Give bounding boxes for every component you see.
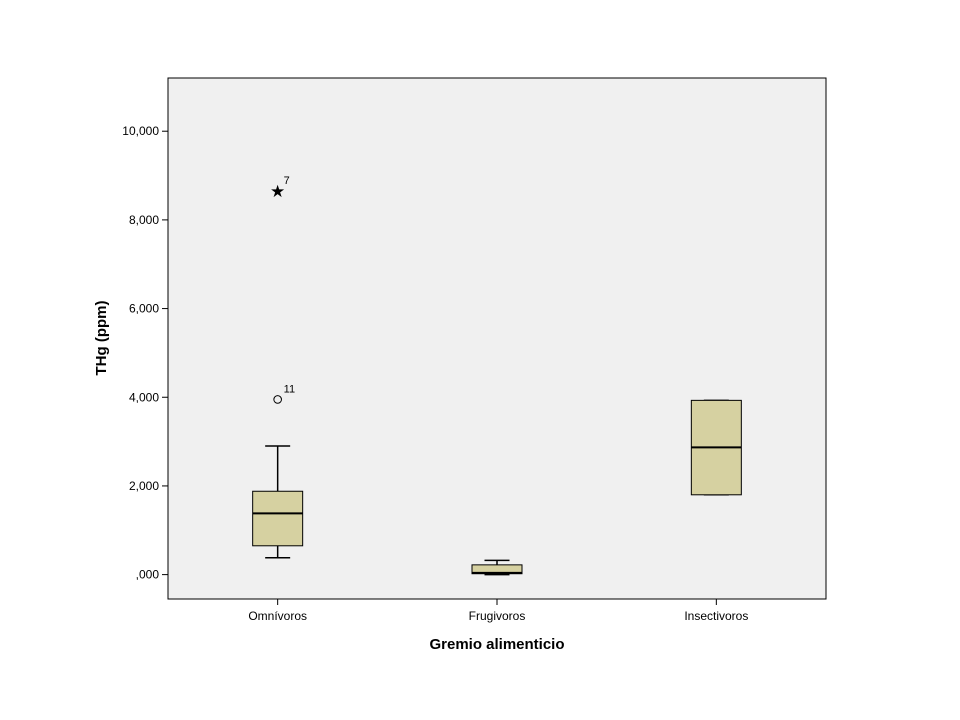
outlier-label: 11: [284, 383, 295, 395]
outlier-label: 7: [284, 175, 290, 187]
y-axis-title: THg (ppm): [93, 301, 110, 376]
box: [252, 490, 304, 547]
outlier-star: ★: [270, 182, 285, 202]
x-axis-title: Gremio alimenticio: [429, 636, 564, 653]
y-axis: ,000 2,000 4,000 6,000 8,000 10,000: [122, 124, 168, 582]
x-category-label: Omnívoros: [248, 609, 307, 623]
box-group: [690, 399, 742, 496]
x-category-label: Frugivoros: [469, 609, 526, 623]
x-axis: Omnívoros Frugivoros Insectivoros: [248, 599, 748, 623]
box-group: 11 ★7: [252, 175, 304, 559]
outlier-circle: [273, 395, 282, 404]
y-tick-label: 6,000: [129, 302, 159, 316]
y-tick-label: 10,000: [122, 124, 159, 138]
y-tick-label: 8,000: [129, 213, 159, 227]
boxes-layer: 11 ★7: [252, 175, 742, 576]
y-tick-label: 4,000: [129, 390, 159, 404]
y-tick-label: 2,000: [129, 479, 159, 493]
y-tick-label: ,000: [136, 568, 160, 582]
x-category-label: Insectivoros: [684, 609, 748, 623]
box-group: [471, 559, 523, 576]
